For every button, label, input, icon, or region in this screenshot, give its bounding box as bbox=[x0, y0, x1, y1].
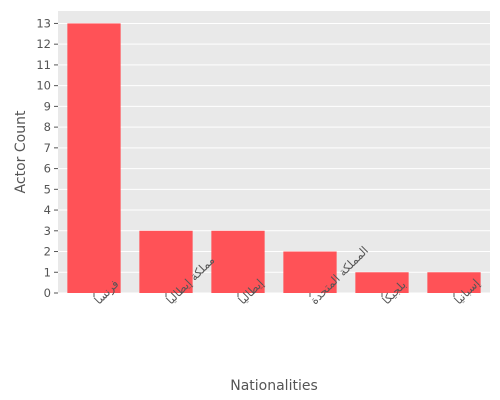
bar bbox=[211, 230, 265, 293]
y-tick-label: 10 bbox=[36, 79, 51, 93]
y-tick-label: 0 bbox=[44, 286, 51, 300]
y-tick-label: 12 bbox=[36, 37, 51, 51]
y-tick-label: 3 bbox=[44, 224, 51, 238]
y-tick-label: 4 bbox=[44, 203, 51, 217]
bars bbox=[67, 23, 481, 294]
grid-lines bbox=[58, 22, 490, 294]
bar bbox=[139, 230, 193, 293]
bar bbox=[67, 23, 121, 294]
bar bbox=[283, 251, 337, 293]
x-axis-title: Nationalities bbox=[230, 378, 318, 394]
plot-background bbox=[58, 11, 490, 293]
y-axis-title: Actor Count bbox=[13, 110, 29, 193]
y-tick-label: 5 bbox=[44, 182, 51, 196]
y-tick-label: 13 bbox=[36, 16, 51, 30]
y-tick-label: 11 bbox=[36, 58, 51, 72]
y-tick-label: 1 bbox=[44, 265, 51, 279]
y-tick-label: 9 bbox=[44, 99, 51, 113]
y-tick-label: 2 bbox=[44, 245, 51, 259]
bar bbox=[427, 272, 481, 293]
bar bbox=[355, 272, 409, 293]
y-tick-label: 8 bbox=[44, 120, 51, 134]
y-tick-label: 6 bbox=[44, 162, 51, 176]
y-tick-label: 7 bbox=[44, 141, 51, 155]
